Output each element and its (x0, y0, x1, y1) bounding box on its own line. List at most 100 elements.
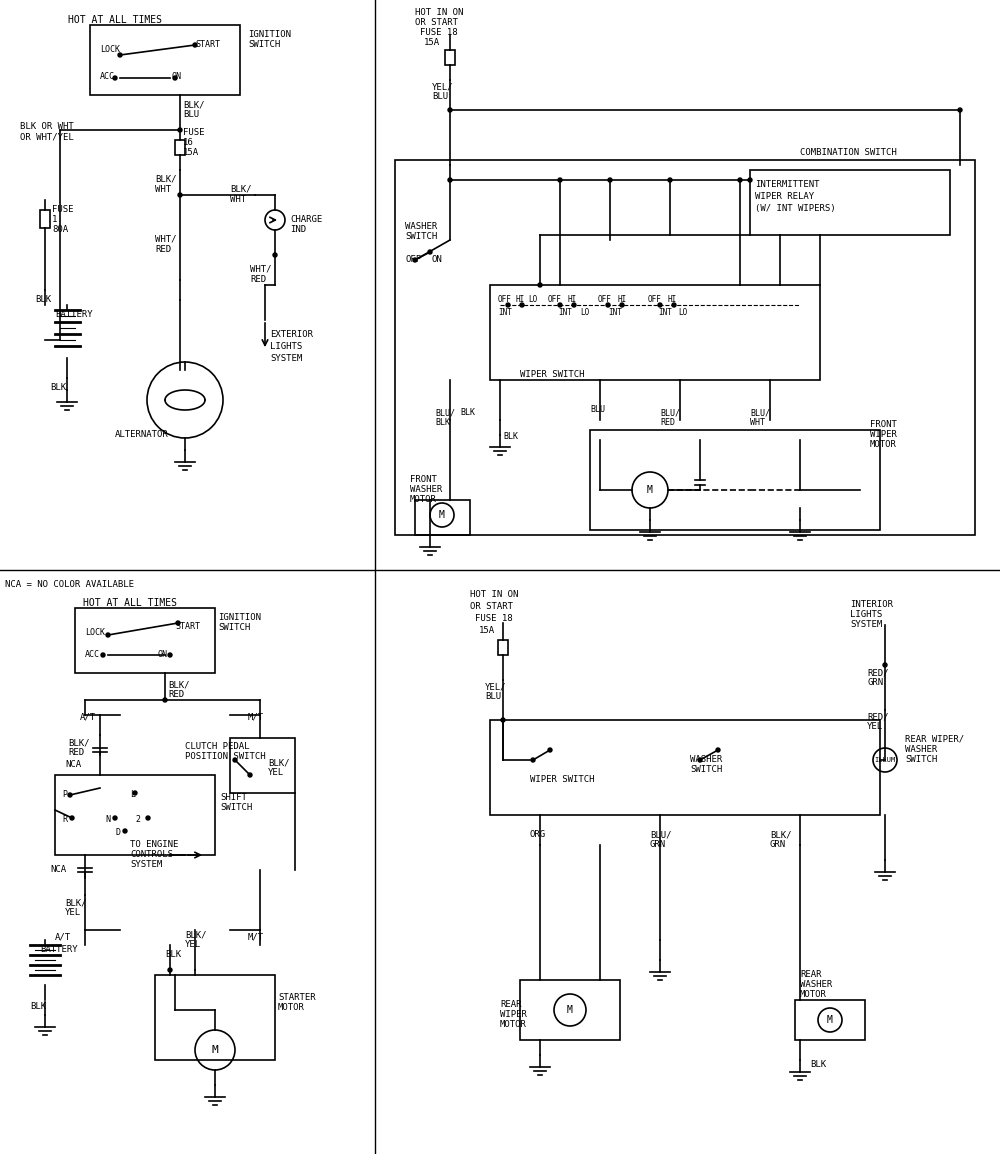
Text: MOTOR: MOTOR (278, 1003, 305, 1012)
Circle shape (113, 76, 117, 80)
Text: BLK: BLK (50, 383, 66, 392)
Text: HI: HI (515, 295, 524, 304)
Text: SWITCH: SWITCH (905, 755, 937, 764)
Text: BLK: BLK (810, 1061, 826, 1069)
Text: SYSTEM: SYSTEM (130, 860, 162, 869)
Text: BLU/: BLU/ (435, 409, 455, 417)
Circle shape (113, 816, 117, 820)
Text: HI: HI (668, 295, 677, 304)
Text: REAR WIPER/: REAR WIPER/ (905, 735, 964, 744)
Circle shape (168, 968, 172, 972)
Text: 15A: 15A (183, 148, 199, 157)
Text: YEL/: YEL/ (432, 82, 454, 91)
Text: START: START (175, 622, 200, 631)
Text: OFF: OFF (405, 255, 421, 264)
Text: WASHER: WASHER (690, 755, 722, 764)
Text: WASHER: WASHER (905, 745, 937, 754)
Text: YEL: YEL (867, 722, 883, 730)
Circle shape (133, 790, 137, 795)
Text: M: M (647, 485, 653, 495)
Text: WASHER: WASHER (410, 485, 442, 494)
Text: OFF: OFF (498, 295, 512, 304)
Text: LOCK: LOCK (85, 628, 105, 637)
Bar (750, 170, 950, 235)
Circle shape (106, 634, 110, 637)
Circle shape (548, 748, 552, 752)
Text: R: R (62, 815, 67, 824)
Text: NCA = NO COLOR AVAILABLE: NCA = NO COLOR AVAILABLE (5, 580, 134, 589)
Text: LO: LO (580, 308, 589, 317)
Bar (155, 975, 275, 1061)
Text: WASHER: WASHER (800, 980, 832, 989)
Text: INT: INT (498, 308, 512, 317)
Circle shape (101, 653, 105, 657)
Text: D: D (115, 829, 120, 837)
Text: BLK/: BLK/ (183, 100, 205, 108)
Text: M: M (212, 1046, 218, 1055)
Text: BATTERY: BATTERY (55, 310, 93, 319)
Circle shape (958, 108, 962, 112)
Circle shape (168, 653, 172, 657)
Text: WIPER SWITCH: WIPER SWITCH (520, 370, 584, 379)
Text: HI: HI (618, 295, 627, 304)
Text: WHT: WHT (750, 418, 765, 427)
Text: WHT: WHT (155, 185, 171, 194)
Bar (75, 608, 215, 673)
Circle shape (698, 758, 702, 762)
Text: A/T: A/T (80, 712, 96, 721)
Text: BLK: BLK (35, 295, 51, 304)
Text: ORG: ORG (530, 830, 546, 839)
Text: COMBINATION SWITCH: COMBINATION SWITCH (800, 148, 897, 157)
Text: RED: RED (660, 418, 675, 427)
Text: WHT/: WHT/ (250, 265, 272, 273)
Text: OFF: OFF (548, 295, 562, 304)
Circle shape (448, 178, 452, 182)
Text: 2: 2 (135, 815, 140, 824)
Text: BLK/: BLK/ (268, 758, 290, 767)
Text: IND: IND (290, 225, 306, 234)
Text: YEL: YEL (65, 908, 81, 917)
Text: OFF: OFF (648, 295, 662, 304)
Circle shape (716, 748, 720, 752)
Text: SWITCH: SWITCH (405, 232, 437, 241)
Text: MOTOR: MOTOR (800, 990, 827, 999)
Text: BATTERY: BATTERY (40, 945, 78, 954)
Text: RED: RED (168, 690, 184, 699)
Text: P: P (62, 790, 67, 799)
Text: BLU/: BLU/ (750, 409, 770, 417)
Text: ALTERNATOR: ALTERNATOR (115, 430, 169, 439)
Text: OR WHT/YEL: OR WHT/YEL (20, 132, 74, 141)
Circle shape (520, 304, 524, 307)
Text: BLU/: BLU/ (660, 409, 680, 417)
Text: BLK/: BLK/ (155, 175, 176, 183)
Text: HI: HI (568, 295, 577, 304)
Text: SHIFT: SHIFT (220, 793, 247, 802)
Text: CLUTCH PEDAL: CLUTCH PEDAL (185, 742, 250, 751)
Circle shape (501, 718, 505, 722)
Circle shape (658, 304, 662, 307)
Circle shape (606, 304, 610, 307)
Text: GRN: GRN (770, 840, 786, 849)
Text: LIGHTS: LIGHTS (270, 342, 302, 351)
Bar (498, 640, 508, 655)
Text: 80A: 80A (52, 225, 68, 234)
Text: L: L (130, 790, 135, 799)
Circle shape (233, 758, 237, 762)
Text: REAR: REAR (500, 1001, 522, 1009)
Text: BLK/: BLK/ (185, 930, 207, 939)
Text: WHT: WHT (230, 195, 246, 204)
Text: BLK/: BLK/ (230, 185, 252, 194)
Text: BLU: BLU (432, 92, 448, 102)
Circle shape (173, 76, 177, 80)
Text: (W/ INT WIPERS): (W/ INT WIPERS) (755, 204, 836, 213)
Bar (40, 210, 50, 228)
Circle shape (178, 128, 182, 132)
Circle shape (163, 698, 167, 702)
Bar (395, 160, 975, 535)
Text: GRN: GRN (867, 679, 883, 687)
Text: ON: ON (172, 72, 182, 81)
Text: BLK: BLK (460, 409, 475, 417)
Text: INTERMITTENT: INTERMITTENT (755, 180, 820, 189)
Text: WIPER RELAY: WIPER RELAY (755, 192, 814, 201)
Text: ACC: ACC (85, 650, 100, 659)
